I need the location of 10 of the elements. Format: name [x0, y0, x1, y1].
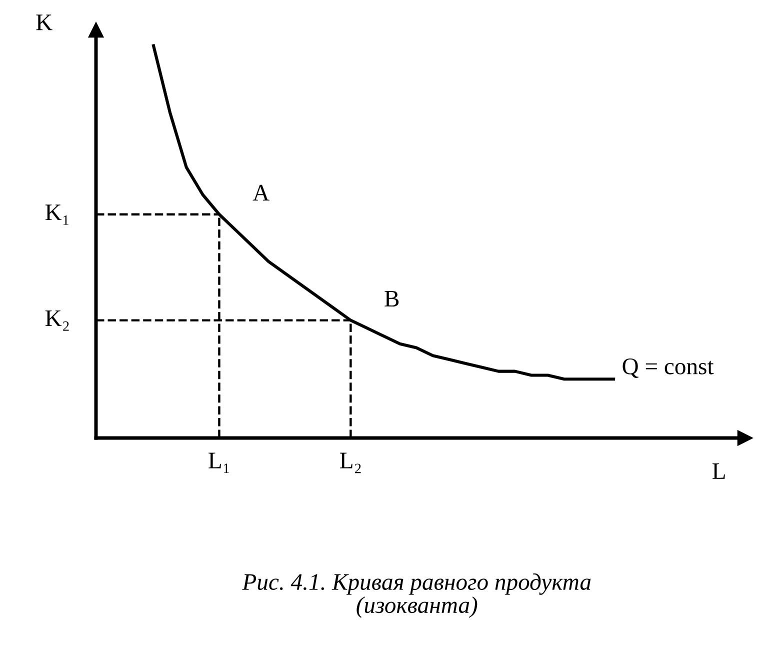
- annotation: A: [252, 184, 270, 200]
- y-axis-title: K: [36, 14, 52, 30]
- text: Рис. 4.1. Кривая равного продукта (изокванта): [242, 573, 591, 618]
- ref-line-label: K₂: [45, 310, 69, 331]
- x-tick-label: L₂: [340, 452, 361, 474]
- series-label: Q = const: [622, 358, 714, 378]
- ref-line-label: K₁: [45, 204, 68, 225]
- x-axis-title: L: [712, 463, 725, 479]
- annotation: B: [384, 290, 399, 306]
- x-tick-label: L₁: [208, 452, 229, 473]
